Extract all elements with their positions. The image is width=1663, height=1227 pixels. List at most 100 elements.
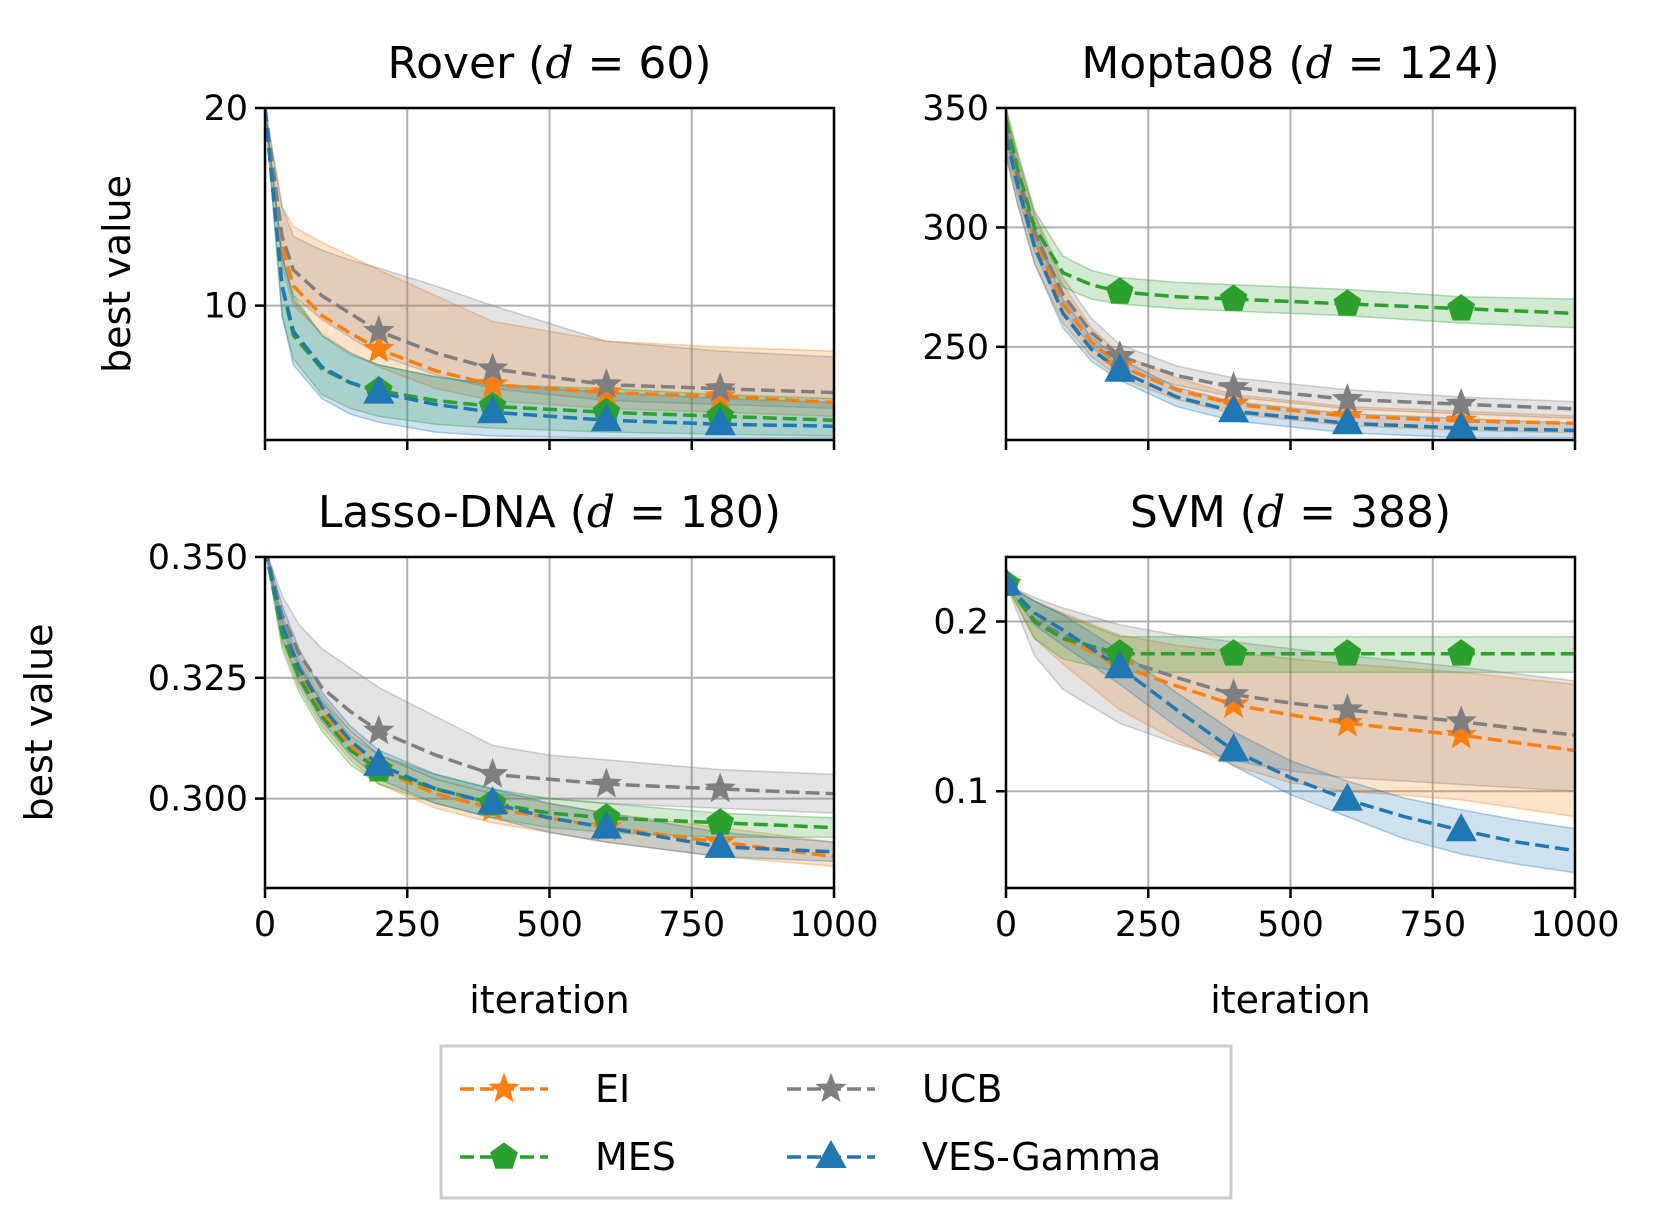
x-tick-label: 1000 bbox=[1530, 905, 1619, 945]
panel-svm: 0 250 500 750 1000 0.1 0.2 SVM (d = 388) iterati… bbox=[933, 487, 1619, 1022]
marker-ves-gamma bbox=[477, 395, 509, 424]
panel-rover: 10 20 Rover (d = 60) best value bbox=[95, 38, 836, 450]
band-ves-gamma bbox=[265, 108, 834, 439]
legend-label-ucb: UCB bbox=[922, 1067, 1002, 1111]
marker-ucb bbox=[1445, 387, 1477, 418]
legend-marker-ucb bbox=[815, 1072, 847, 1103]
marker-ves-gamma bbox=[590, 403, 622, 432]
x-tick-label: 750 bbox=[1399, 905, 1466, 945]
y-tick-label: 20 bbox=[203, 89, 248, 129]
band-ucb bbox=[265, 108, 834, 410]
x-tick-label: 500 bbox=[516, 905, 583, 945]
marker-ves-gamma bbox=[704, 829, 736, 858]
marker-ucb bbox=[476, 352, 509, 383]
legend-entry-ucb: UCB bbox=[787, 1067, 1002, 1111]
legend-marker-ves-gamma bbox=[815, 1139, 847, 1168]
marker-ves-gamma bbox=[704, 407, 736, 436]
y-tick-label: 0.325 bbox=[148, 659, 248, 699]
star-marker-icon bbox=[488, 1072, 520, 1103]
band-mes bbox=[265, 557, 834, 839]
marker-mes bbox=[1447, 293, 1476, 321]
marker-ei bbox=[476, 368, 509, 398]
band-ves-gamma bbox=[1006, 117, 1575, 439]
marker-ves-gamma bbox=[1104, 353, 1136, 382]
legend-frame bbox=[439, 1044, 1233, 1200]
legend-marker-ei bbox=[488, 1072, 520, 1103]
marker-ucb bbox=[704, 372, 736, 402]
line-ucb bbox=[1006, 583, 1575, 737]
band-mes bbox=[265, 108, 834, 437]
legend-label-ei: EI bbox=[595, 1067, 630, 1111]
x-tick-label: 0 bbox=[995, 905, 1017, 945]
x-tick-label: 750 bbox=[658, 905, 725, 945]
triangle-marker-icon bbox=[815, 1139, 847, 1168]
y-tick-label: 350 bbox=[922, 89, 989, 129]
x-tick-label: 1000 bbox=[789, 905, 878, 945]
marker-ves-gamma bbox=[1331, 782, 1363, 811]
marker-ei bbox=[1445, 718, 1477, 749]
legend-label-mes: MES bbox=[595, 1135, 676, 1179]
marker-mes bbox=[1219, 639, 1248, 666]
panel-lasso-dna: 0 250 500 750 1000 0.300 0.325 0.350 Lasso-DNA (… bbox=[17, 487, 879, 1022]
x-axis-label: iteration bbox=[1210, 978, 1371, 1022]
marker-ei bbox=[363, 332, 395, 363]
band-ves-gamma bbox=[266, 557, 834, 863]
legend-entry-ves-gamma: VES-Gamma bbox=[787, 1135, 1161, 1179]
marker-ves-gamma bbox=[590, 810, 622, 839]
marker-ei bbox=[1331, 706, 1364, 737]
marker-ucb bbox=[363, 314, 395, 345]
y-axis-label: best value bbox=[17, 623, 61, 821]
line-ucb bbox=[1006, 131, 1575, 411]
marker-ucb bbox=[1217, 371, 1250, 401]
y-tick-label: 250 bbox=[922, 328, 989, 368]
x-tick-label: 500 bbox=[1257, 905, 1324, 945]
marker-ucb bbox=[590, 368, 623, 398]
y-axis-label: best value bbox=[95, 175, 139, 373]
marker-ves-gamma bbox=[477, 786, 509, 815]
legend-label-ves-gamma: VES-Gamma bbox=[922, 1135, 1161, 1179]
marker-ves-gamma bbox=[1331, 406, 1363, 435]
marker-ucb bbox=[590, 767, 623, 798]
marker-ucb bbox=[1445, 705, 1477, 735]
marker-mes bbox=[1447, 639, 1476, 666]
legend-marker-mes bbox=[490, 1142, 518, 1169]
y-tick-label: 0.350 bbox=[148, 538, 248, 578]
marker-ves-gamma bbox=[1218, 733, 1250, 762]
marker-ves-gamma bbox=[1218, 394, 1250, 423]
y-tick-label: 0.2 bbox=[933, 603, 989, 643]
marker-mes bbox=[1219, 284, 1248, 311]
y-tick-label: 0.300 bbox=[148, 780, 248, 820]
marker-ves-gamma bbox=[363, 747, 395, 776]
line-mes bbox=[1006, 583, 1575, 656]
marker-ves-gamma bbox=[1104, 650, 1136, 679]
panel-title: SVM (d = 388) bbox=[1130, 487, 1451, 538]
legend-entry-mes: MES bbox=[460, 1135, 676, 1179]
y-tick-label: 10 bbox=[203, 287, 248, 327]
band-ei bbox=[265, 557, 834, 868]
marker-ei bbox=[1217, 688, 1250, 718]
line-ves-gamma bbox=[1006, 582, 1575, 853]
marker-mes bbox=[1333, 639, 1362, 666]
band-ei bbox=[1006, 108, 1575, 434]
legend: EI UCB MES VES-Gamma bbox=[439, 1044, 1233, 1200]
panel-mopta08: 250 300 350 Mopta08 (d = 124) bbox=[922, 38, 1577, 450]
line-ucb bbox=[265, 557, 834, 796]
y-tick-label: 0.1 bbox=[933, 772, 989, 812]
marker-ves-gamma bbox=[1445, 813, 1477, 842]
line-mes bbox=[265, 557, 834, 830]
x-tick-label: 0 bbox=[254, 905, 276, 945]
plot-area bbox=[265, 557, 834, 868]
band-ucb bbox=[1006, 583, 1575, 792]
marker-ucb bbox=[704, 772, 736, 803]
x-tick-label: 250 bbox=[374, 905, 441, 945]
panel-title: Rover (d = 60) bbox=[387, 38, 711, 89]
x-axis-label: iteration bbox=[469, 978, 630, 1022]
panels: 10 20 Rover (d = 60) best value 250 300 350 Mop… bbox=[17, 38, 1620, 1022]
band-ei bbox=[265, 108, 834, 418]
panel-title: Mopta08 (d = 124) bbox=[1081, 38, 1499, 89]
marker-ucb bbox=[1331, 382, 1364, 413]
plot-area bbox=[1006, 108, 1575, 440]
plot-area bbox=[265, 108, 834, 439]
marker-ucb bbox=[363, 714, 395, 745]
